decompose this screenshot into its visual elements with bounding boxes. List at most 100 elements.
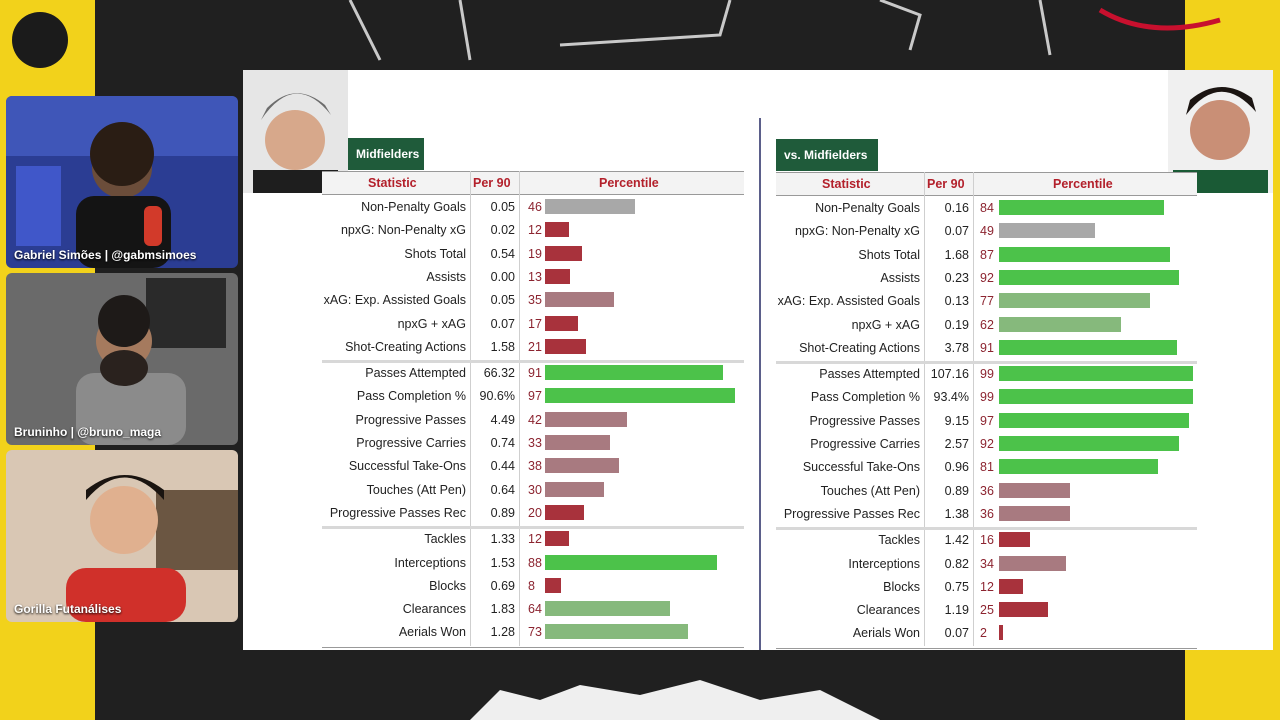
stat-label: Successful Take-Ons [348, 459, 466, 474]
stat-label: Touches (Att Pen) [820, 483, 920, 498]
percentile-bar [999, 532, 1031, 548]
stat-label: npxG + xAG [397, 316, 466, 331]
table-row: xAG: Exp. Assisted Goals 0.05 35 [322, 289, 744, 312]
stat-label: Progressive Passes [809, 413, 920, 428]
stat-label: Clearances [856, 603, 920, 618]
stat-label: npxG: Non-Penalty xG [340, 223, 466, 238]
per90-value: 0.05 [490, 293, 515, 308]
per90-value: 0.82 [944, 556, 969, 571]
per90-value: 0.44 [490, 459, 515, 474]
stat-label: xAG: Exp. Assisted Goals [777, 294, 920, 309]
player-photo-right [1168, 70, 1273, 193]
percentile-bar [545, 481, 604, 497]
webcam-3: Gorilla Futanálises [6, 450, 238, 622]
percentile-bar [999, 293, 1150, 309]
percentile-bar [999, 316, 1121, 332]
column-header-pct[interactable]: Percentile [1053, 177, 1113, 191]
stat-label: Non-Penalty Goals [815, 201, 920, 215]
table-row: Clearances 1.83 64 [322, 598, 744, 621]
column-header-stat[interactable]: Statistic [368, 176, 417, 190]
percentile-value: 2 [980, 626, 987, 641]
group-separator [322, 360, 744, 364]
percentile-value: 25 [980, 603, 994, 618]
percentile-bar [545, 292, 614, 308]
per90-value: 0.96 [944, 460, 969, 475]
table-row: Assists 0.00 13 [322, 266, 744, 289]
table-row: Successful Take-Ons 0.44 38 [322, 455, 744, 478]
percentile-value: 30 [528, 482, 542, 497]
stat-label: Blocks [429, 578, 466, 593]
percentile-bar [545, 435, 610, 450]
per90-value: 93.4% [933, 390, 969, 405]
column-header-per90[interactable]: Per 90 [473, 176, 511, 190]
table-row: npxG + xAG 0.19 62 [776, 314, 1197, 337]
table-row: Successful Take-Ons 0.96 81 [776, 456, 1197, 479]
webcam-1-name: Gabriel Simões | @gabmsimoes [14, 248, 197, 262]
percentile-bar [999, 389, 1194, 405]
percentile-value: 12 [528, 532, 542, 547]
percentile-value: 92 [980, 437, 994, 451]
percentile-value: 36 [980, 506, 994, 521]
percentile-bar [999, 625, 1003, 641]
stats-table-right: Statistic Per 90 Percentile Non-Penalty Goa… [776, 172, 1197, 652]
table-row: Progressive Passes Rec 0.89 20 [322, 502, 744, 525]
percentile-value: 73 [528, 625, 542, 640]
stat-label: Aerials Won [852, 626, 920, 641]
stat-label: Assists [426, 269, 466, 284]
percentile-bar [999, 200, 1164, 215]
column-header-per90[interactable]: Per 90 [927, 177, 965, 191]
stat-label: Touches (Att Pen) [366, 482, 466, 497]
stat-label: Shots Total [404, 246, 466, 261]
table-row: Shots Total 1.68 87 [776, 244, 1197, 267]
stat-label: Shot-Creating Actions [799, 340, 920, 355]
webcam-3-video [6, 450, 238, 622]
stat-label: Aerials Won [398, 625, 466, 640]
column-header-stat[interactable]: Statistic [822, 177, 871, 191]
stat-label: Pass Completion % [356, 389, 466, 404]
percentile-value: 12 [528, 223, 542, 238]
percentile-value: 97 [980, 413, 994, 428]
table-row: Passes Attempted 107.16 99 [776, 363, 1197, 386]
table-row: npxG + xAG 0.07 17 [322, 313, 744, 336]
webcam-2: Bruninho | @bruno_maga [6, 273, 238, 445]
stat-label: Clearances [402, 602, 466, 617]
percentile-value: 38 [528, 459, 542, 474]
percentile-value: 91 [528, 366, 542, 381]
stat-label: Tackles [424, 532, 466, 547]
percentile-value: 16 [980, 533, 994, 548]
percentile-value: 49 [980, 224, 994, 239]
percentile-value: 13 [528, 269, 542, 284]
percentile-bar [545, 624, 689, 640]
percentile-bar [545, 531, 569, 547]
stat-label: npxG + xAG [851, 317, 920, 332]
tab-right-midfielders[interactable]: vs. Midfielders [776, 139, 878, 171]
per90-value: 3.78 [944, 340, 969, 355]
per90-value: 0.00 [490, 269, 515, 284]
per90-value: 0.69 [490, 578, 515, 593]
group-separator [776, 527, 1197, 531]
table-row: Tackles 1.42 16 [776, 529, 1197, 552]
percentile-bar [545, 554, 718, 570]
percentile-bar [999, 366, 1194, 382]
stats-table-left: Statistic Per 90 Percentile Non-Penalty Goa… [322, 171, 744, 651]
group-separator [322, 526, 744, 530]
percentile-value: 62 [980, 317, 994, 332]
percentile-bar [999, 555, 1066, 571]
percentile-bar [999, 459, 1158, 475]
percentile-value: 21 [528, 339, 542, 354]
per90-value: 1.53 [490, 555, 515, 570]
tab-left-midfielders[interactable]: Midfielders [348, 138, 424, 170]
column-header-pct[interactable]: Percentile [599, 176, 659, 190]
percentile-value: 17 [528, 316, 542, 331]
webcam-2-video [6, 273, 238, 445]
percentile-value: 8 [528, 578, 535, 593]
column-divider [973, 172, 974, 646]
percentile-value: 88 [528, 555, 542, 570]
stat-label: Progressive Passes [355, 412, 466, 427]
per90-value: 107.16 [930, 367, 969, 382]
per90-value: 0.13 [944, 294, 969, 309]
percentile-bar [545, 338, 587, 354]
stat-label: Non-Penalty Goals [361, 200, 466, 214]
percentile-bar [545, 504, 585, 520]
stat-label: Blocks [883, 579, 920, 594]
